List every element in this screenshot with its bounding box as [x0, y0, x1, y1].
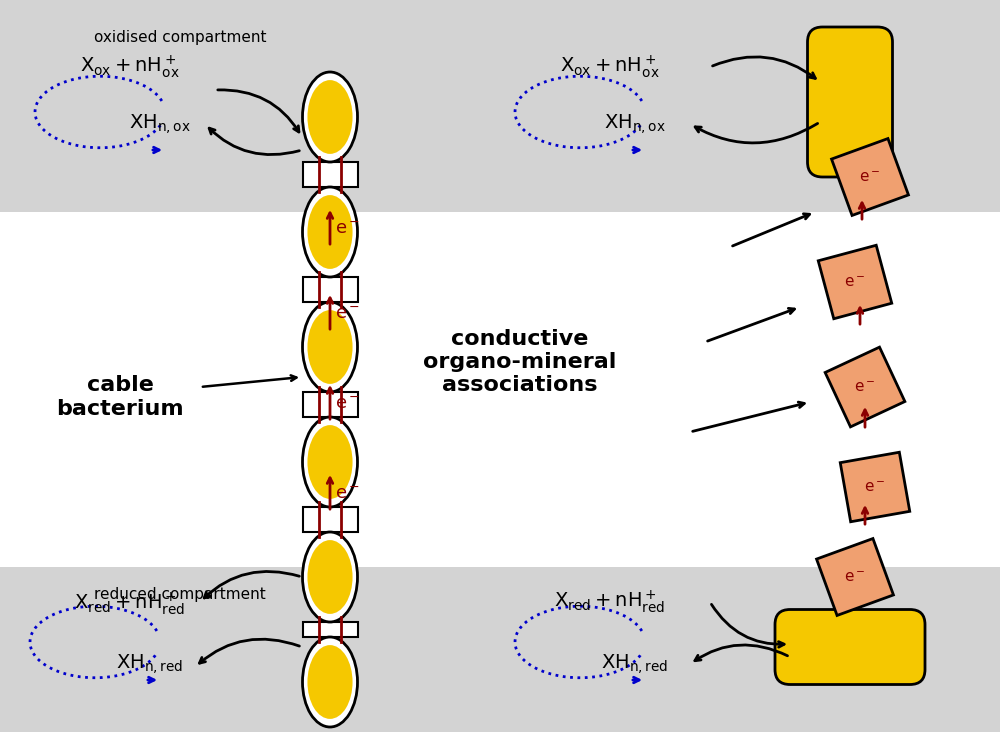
Bar [832, 138, 908, 215]
FancyBboxPatch shape [807, 27, 892, 177]
Text: $\mathrm{X_{ox} + nH^+_{ox}}$: $\mathrm{X_{ox} + nH^+_{ox}}$ [80, 53, 180, 81]
Ellipse shape [302, 637, 358, 727]
Text: e$^-$: e$^-$ [854, 379, 876, 395]
Bar [0, 0, 1000, 212]
Text: conductive
organo-mineral
associations: conductive organo-mineral associations [423, 329, 617, 395]
Text: e$^-$: e$^-$ [864, 479, 886, 495]
Bar [302, 392, 358, 417]
Text: e$^-$: e$^-$ [859, 170, 881, 184]
Text: cable
bacterium: cable bacterium [56, 376, 184, 419]
Ellipse shape [302, 302, 358, 392]
Text: e$^-$: e$^-$ [335, 395, 360, 413]
Bar [817, 539, 893, 616]
Bar [840, 452, 910, 522]
Ellipse shape [307, 645, 353, 719]
Ellipse shape [307, 425, 353, 499]
Text: e$^-$: e$^-$ [844, 274, 866, 289]
Text: $\mathrm{XH_{n,ox}}$: $\mathrm{XH_{n,ox}}$ [604, 112, 666, 136]
Bar [0, 567, 1000, 732]
Text: e$^-$: e$^-$ [335, 485, 360, 503]
Text: reduced compartment: reduced compartment [94, 586, 266, 602]
Ellipse shape [302, 72, 358, 162]
Ellipse shape [307, 540, 353, 614]
Bar [302, 162, 358, 187]
Ellipse shape [302, 417, 358, 507]
Text: $\mathrm{X_{ox} + nH^+_{ox}}$: $\mathrm{X_{ox} + nH^+_{ox}}$ [560, 53, 660, 81]
Ellipse shape [307, 195, 353, 269]
Text: $\mathrm{X_{red} + nH^+_{red}}$: $\mathrm{X_{red} + nH^+_{red}}$ [74, 591, 186, 617]
Text: e$^-$: e$^-$ [844, 569, 866, 584]
Text: oxidised compartment: oxidised compartment [94, 29, 266, 45]
Bar [302, 622, 358, 637]
Text: $\mathrm{X_{red} + nH^+_{red}}$: $\mathrm{X_{red} + nH^+_{red}}$ [554, 589, 666, 616]
Text: e$^-$: e$^-$ [335, 220, 360, 238]
Bar [825, 347, 905, 427]
FancyBboxPatch shape [775, 610, 925, 684]
Bar [818, 245, 892, 318]
Bar [302, 507, 358, 532]
Text: e$^-$: e$^-$ [335, 305, 360, 323]
Ellipse shape [302, 187, 358, 277]
Ellipse shape [307, 80, 353, 154]
Bar [302, 277, 358, 302]
Bar [0, 212, 1000, 567]
Ellipse shape [302, 532, 358, 622]
Text: $\mathrm{XH_{n,ox}}$: $\mathrm{XH_{n,ox}}$ [129, 112, 191, 136]
Text: $\mathrm{XH_{n,red}}$: $\mathrm{XH_{n,red}}$ [601, 652, 669, 676]
Text: $\mathrm{XH_{n,red}}$: $\mathrm{XH_{n,red}}$ [116, 652, 184, 676]
Ellipse shape [307, 310, 353, 384]
